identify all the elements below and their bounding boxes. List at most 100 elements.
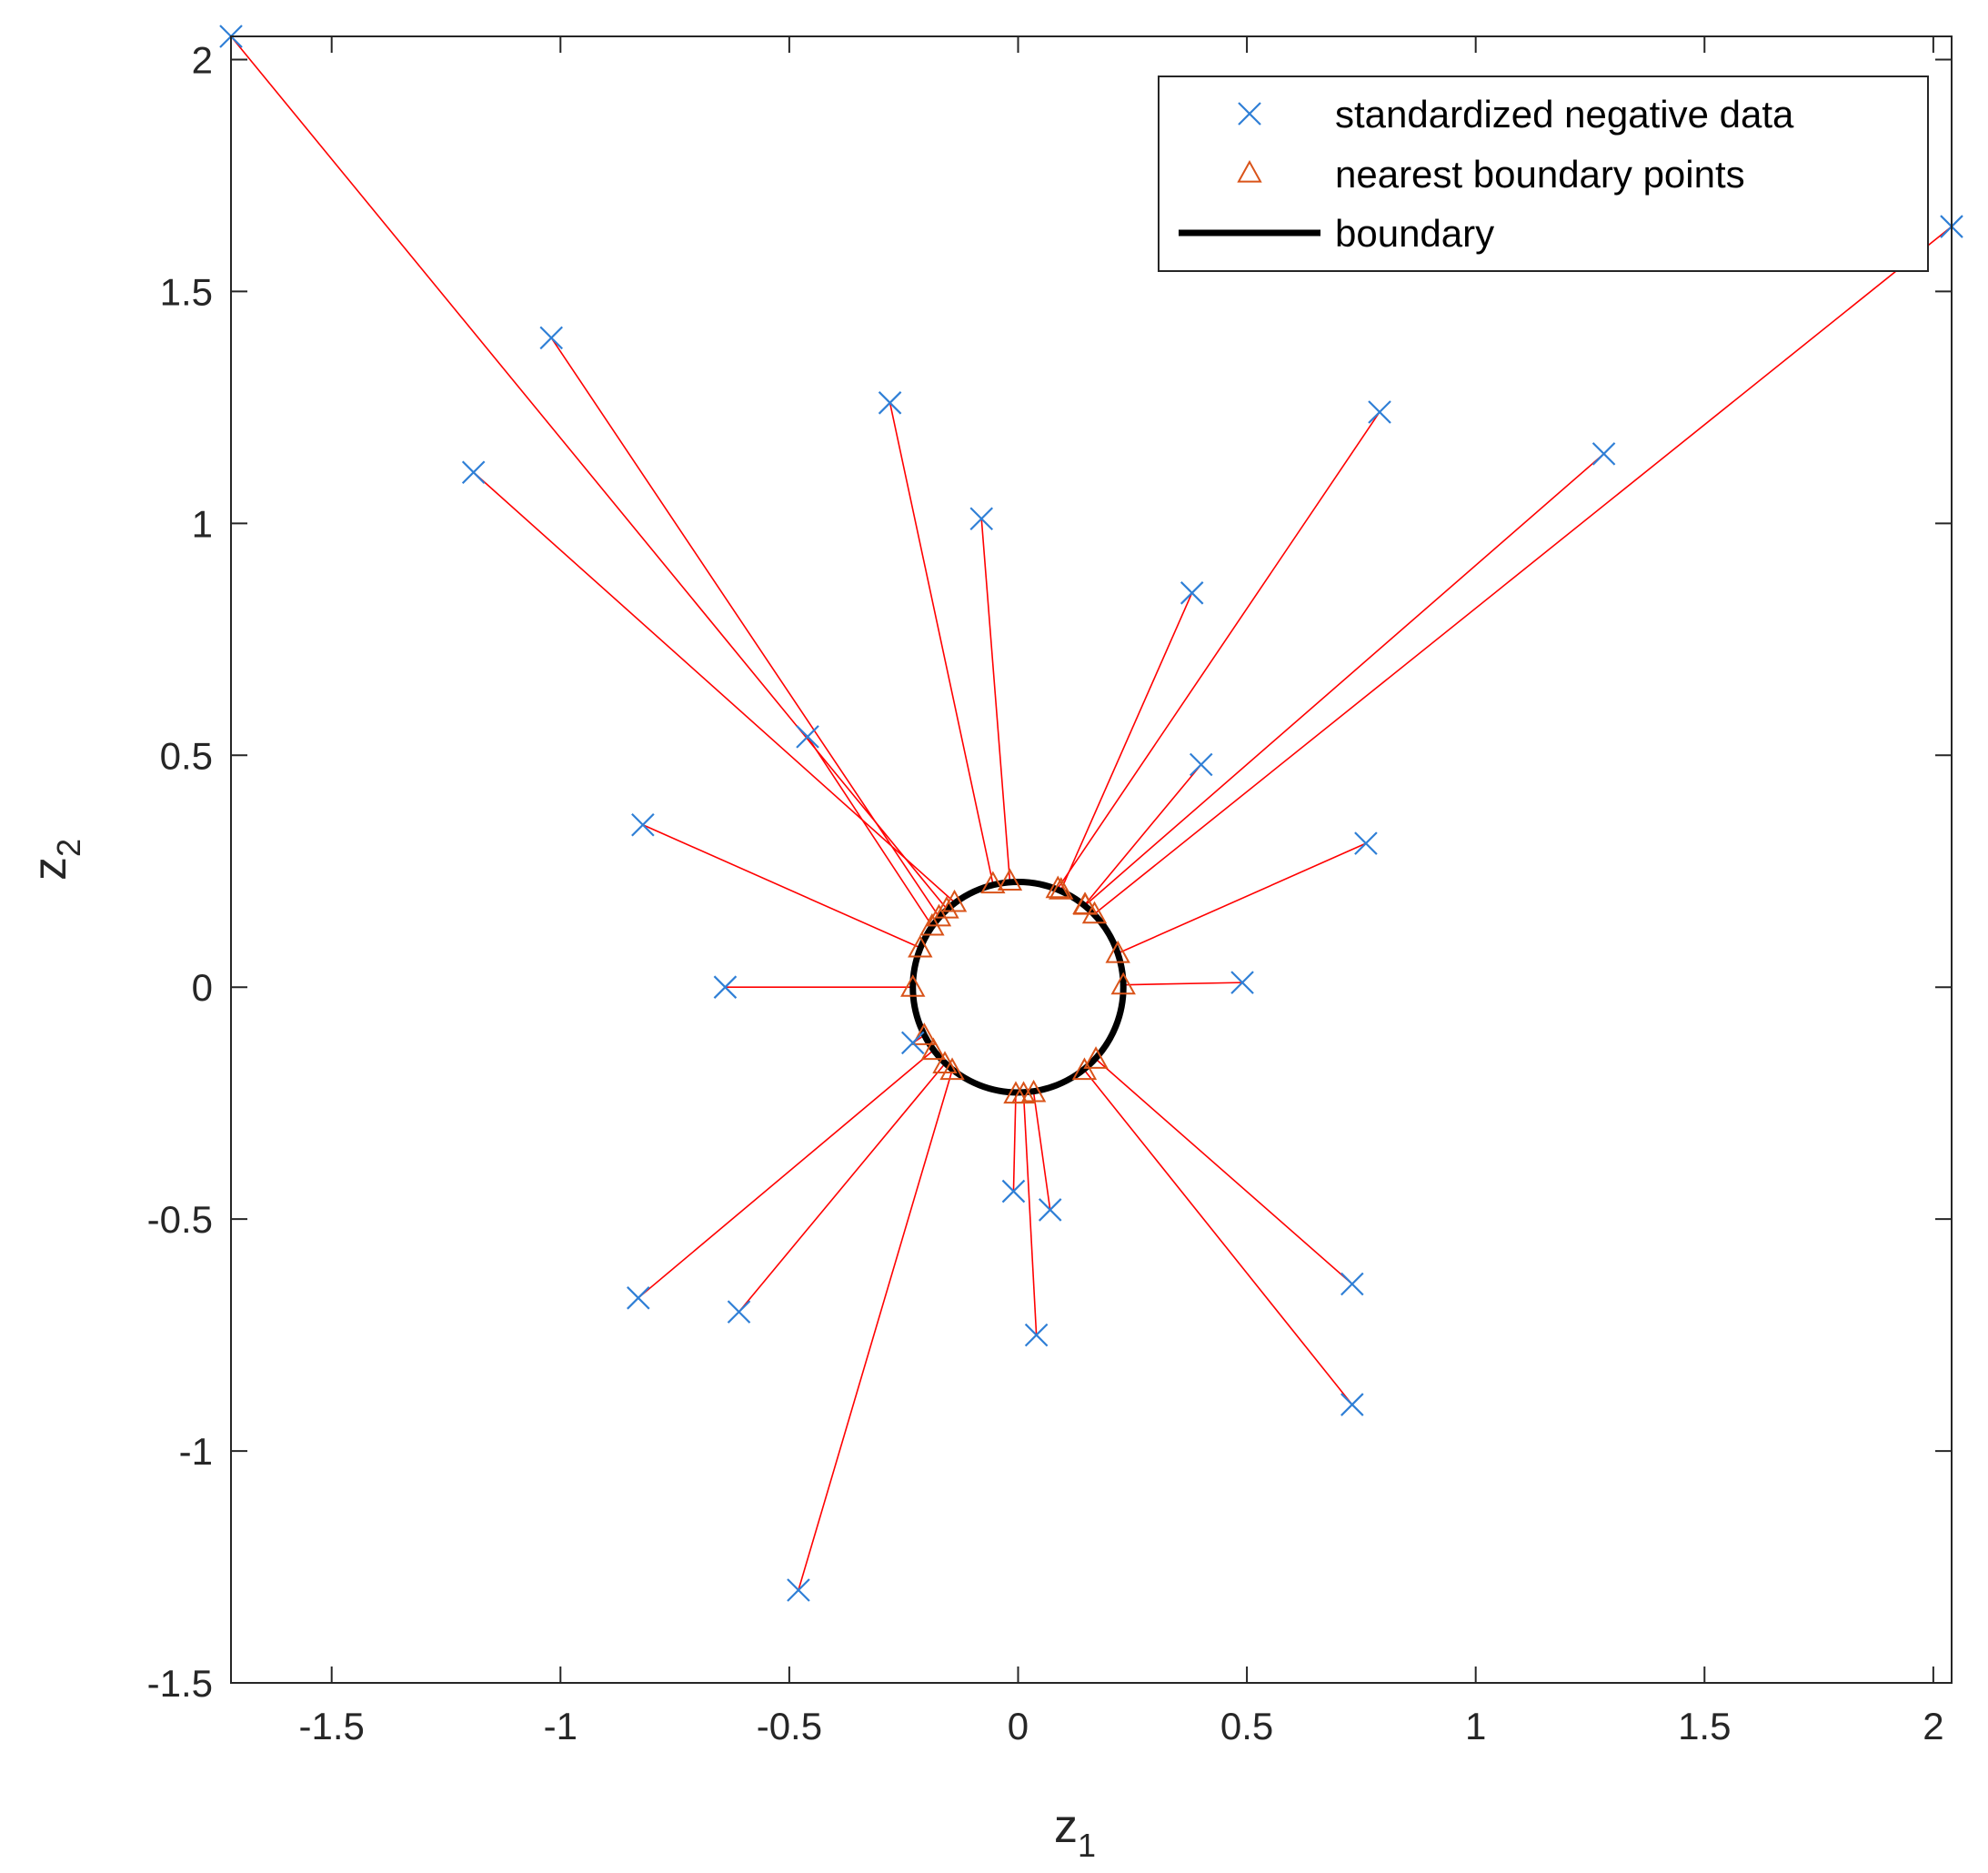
legend-label-boundary: boundary xyxy=(1335,212,1494,255)
boundary-point-marker xyxy=(1072,891,1099,915)
boundary-point-marker xyxy=(997,868,1023,891)
boundary-point-marker xyxy=(934,895,959,919)
boundary-point-marker xyxy=(939,1057,965,1081)
negative-data-marker xyxy=(631,812,655,837)
negative-data-marker xyxy=(627,1286,650,1310)
connector-line xyxy=(1084,763,1202,905)
boundary-point-marker xyxy=(980,871,1006,894)
connector-line xyxy=(1094,226,1953,915)
connector-lines xyxy=(230,35,1953,1591)
x-axis-ticks: -1.5 -1 -0.5 0 0.5 1 1.5 2 xyxy=(299,36,1944,1747)
y-axis-label: z2 xyxy=(24,839,87,881)
boundary-point-marker xyxy=(1010,1081,1037,1104)
boundary-point-marker xyxy=(1049,877,1074,900)
negative-data-marker xyxy=(878,391,902,415)
legend-item-boundary: boundary xyxy=(1179,212,1494,255)
negative-data-marker xyxy=(1368,400,1391,424)
negative-data-marker xyxy=(1340,1393,1364,1416)
boundary-point-marker xyxy=(900,974,926,997)
negative-data-marker xyxy=(1230,971,1254,994)
axes-box xyxy=(230,35,1953,1684)
connector-line xyxy=(550,337,940,918)
negative-data-marker xyxy=(539,326,564,350)
legend-label-boundary-points: nearest boundary points xyxy=(1335,153,1745,196)
x-tick-label: -1.5 xyxy=(299,1705,365,1747)
boundary-point-markers xyxy=(900,868,1136,1104)
legend-item-negative-data: standardized negative data xyxy=(1238,93,1794,136)
boundary-point-marker xyxy=(1110,972,1136,995)
y-axis-ticks: -1.5 -1 -0.5 0 0.5 1 1.5 2 xyxy=(147,38,1952,1705)
negative-data-marker xyxy=(713,975,738,999)
negative-data-marker xyxy=(1340,1272,1364,1296)
negative-data-marker xyxy=(1591,442,1616,466)
negative-data-marker xyxy=(727,1300,751,1324)
connector-line xyxy=(1123,982,1243,986)
negative-data-marker xyxy=(1180,581,1204,605)
connector-line xyxy=(642,824,921,949)
negative-data-marker xyxy=(1038,1198,1062,1222)
x-tick-label: 1 xyxy=(1465,1705,1486,1747)
connector-line xyxy=(1060,592,1193,891)
boundary-point-marker xyxy=(920,1037,947,1061)
x-axis-label: z1 xyxy=(1054,1800,1096,1864)
negative-data-marker xyxy=(787,1578,810,1602)
connector-line xyxy=(1012,1093,1017,1192)
y-tick-label: 1.5 xyxy=(160,270,213,313)
boundary-point-marker xyxy=(926,903,952,927)
y-axis-label-main: z xyxy=(24,857,76,881)
y-tick-label: -1.5 xyxy=(147,1662,213,1705)
y-tick-label: 0.5 xyxy=(160,734,213,777)
legend: standardized negative data nearest bound… xyxy=(1158,76,1929,272)
x-tick-label: 2 xyxy=(1923,1705,1943,1747)
connector-line xyxy=(230,35,948,910)
negative-data-marker xyxy=(796,725,819,749)
boundary-point-marker xyxy=(941,889,968,912)
boundary-point-marker xyxy=(1081,901,1108,924)
connector-line xyxy=(638,1049,934,1299)
y-tick-label: 1 xyxy=(192,502,213,545)
connector-line xyxy=(1022,1093,1038,1335)
legend-triangle-marker-icon xyxy=(1237,159,1262,183)
connector-line xyxy=(473,471,956,903)
boundary-point-marker xyxy=(1045,875,1070,899)
negative-data-marker xyxy=(461,460,486,485)
negative-data-marker xyxy=(1001,1179,1026,1203)
x-axis-label-subscript: 1 xyxy=(1078,1827,1096,1864)
negative-data-marker xyxy=(969,507,994,531)
legend-item-boundary-points: nearest boundary points xyxy=(1237,153,1745,196)
boundary-point-marker xyxy=(908,934,933,958)
negative-data-marker xyxy=(1354,831,1378,855)
boundary-point-marker xyxy=(919,912,945,936)
boundary-point-marker xyxy=(1105,940,1130,963)
y-tick-label: -0.5 xyxy=(147,1198,213,1241)
connector-line xyxy=(1095,1058,1353,1285)
connector-line xyxy=(889,402,994,884)
boundary-point-marker xyxy=(1083,1046,1109,1069)
y-axis-label-subscript: 2 xyxy=(50,839,87,857)
x-tick-label: 0.5 xyxy=(1220,1705,1273,1747)
connector-line xyxy=(807,736,933,927)
y-tick-label: 0 xyxy=(192,966,213,1009)
negative-data-marker xyxy=(1024,1323,1049,1347)
x-axis-label-main: z xyxy=(1054,1800,1078,1853)
boundary-point-marker xyxy=(1071,1057,1098,1081)
legend-triangle-marker xyxy=(1237,159,1262,183)
legend-box xyxy=(1158,76,1929,272)
connector-line xyxy=(1032,1092,1051,1211)
legend-label-negative-data: standardized negative data xyxy=(1335,93,1794,136)
connector-line xyxy=(798,1070,953,1591)
connector-line xyxy=(1117,842,1367,954)
x-tick-label: -1 xyxy=(544,1705,577,1747)
connector-line xyxy=(980,519,1011,881)
y-tick-label: -1 xyxy=(179,1430,213,1473)
negative-data-marker xyxy=(1189,752,1213,777)
negative-data-marker xyxy=(900,1031,925,1055)
connector-line xyxy=(1057,411,1381,890)
x-tick-label: 1.5 xyxy=(1678,1705,1731,1747)
x-tick-label: -0.5 xyxy=(757,1705,822,1747)
connector-line xyxy=(1083,1069,1353,1405)
legend-x-marker xyxy=(1238,102,1261,126)
boundary-point-marker xyxy=(911,1022,938,1045)
